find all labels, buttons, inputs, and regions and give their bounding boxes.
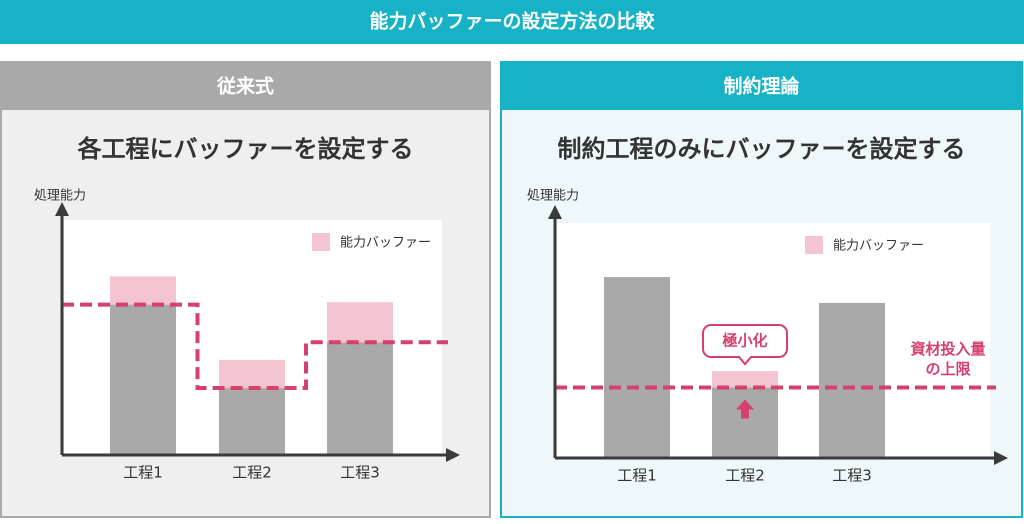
limit-line <box>62 302 448 391</box>
panel-title: 制約理論 <box>723 75 800 98</box>
y-axis-label: 処理能力 <box>527 189 579 204</box>
bar <box>604 277 670 458</box>
buffer-bar <box>219 359 285 389</box>
x-tick-label: 工程2 <box>725 467 765 485</box>
bar <box>327 342 393 455</box>
up-arrow <box>736 399 754 419</box>
chart-title: 制約工程のみにバッファーを設定する <box>558 135 966 163</box>
limit-label: の上限 <box>925 360 970 378</box>
bar <box>110 304 176 455</box>
title-bar <box>0 0 1024 44</box>
limit-label: 資材投入量 <box>910 340 985 358</box>
x-tick-label: 工程3 <box>832 467 872 485</box>
buffer-bar <box>712 371 778 388</box>
legend-label: 能力バッファー <box>833 239 924 254</box>
callout-box <box>702 324 788 366</box>
x-tick-label: 工程2 <box>232 464 272 482</box>
x-arrow <box>994 451 1008 465</box>
chart-title: 各工程にバッファーを設定する <box>77 135 414 163</box>
page-title: 能力バッファーの設定方法の比較 <box>369 10 655 33</box>
legend-swatch <box>312 233 330 251</box>
x-arrow <box>446 448 460 462</box>
buffer-bar <box>110 276 176 305</box>
panel-header <box>500 62 1023 110</box>
y-axis-label: 処理能力 <box>34 189 86 204</box>
y-arrow <box>55 202 69 216</box>
panel-title: 従来式 <box>216 75 274 98</box>
bar <box>219 388 285 455</box>
x-tick-label: 工程3 <box>340 464 380 482</box>
y-arrow <box>548 205 562 219</box>
x-tick-label: 工程1 <box>617 467 657 485</box>
legend-swatch <box>805 236 823 254</box>
panel-header <box>0 62 491 110</box>
buffer-bar <box>327 302 393 343</box>
bar <box>819 302 885 458</box>
bar <box>712 387 778 458</box>
legend-label: 能力バッファー <box>340 236 431 251</box>
x-tick-label: 工程1 <box>123 464 163 482</box>
callout-text: 極小化 <box>721 332 767 350</box>
